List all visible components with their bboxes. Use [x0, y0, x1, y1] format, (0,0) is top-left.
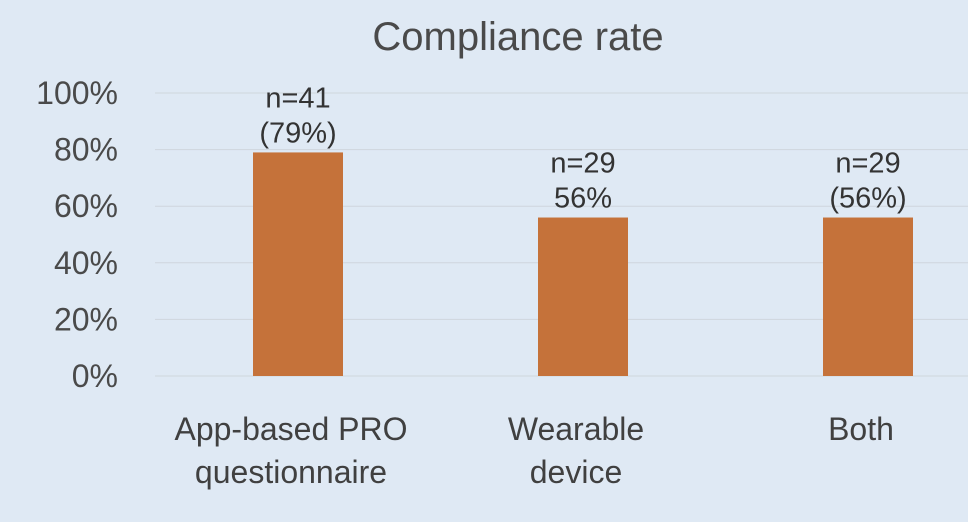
- y-tick-label: 20%: [54, 301, 118, 337]
- bar-3: [823, 217, 913, 376]
- bar-2: [538, 217, 628, 376]
- x-tick-label: Both: [828, 411, 894, 447]
- bar-1: [253, 152, 343, 376]
- data-label: 56%: [554, 183, 612, 215]
- y-tick-label: 0%: [72, 358, 118, 394]
- y-tick-label: 60%: [54, 188, 118, 224]
- x-tick-label: questionnaire: [195, 454, 387, 490]
- data-label: n=29: [835, 148, 900, 180]
- data-label: (56%): [829, 183, 906, 215]
- bars: [253, 152, 913, 376]
- y-axis-ticks: 0% 20% 40% 60% 80% 100%: [36, 75, 118, 394]
- y-tick-label: 80%: [54, 132, 118, 168]
- x-tick-label: App-based PRO: [174, 411, 407, 447]
- data-label: n=29: [550, 148, 615, 180]
- y-tick-label: 40%: [54, 245, 118, 281]
- x-tick-label: Wearable: [508, 411, 644, 447]
- data-label: n=41: [265, 82, 330, 114]
- data-label: (79%): [259, 117, 336, 149]
- x-tick-label: device: [530, 454, 623, 490]
- chart-title: Compliance rate: [372, 15, 663, 59]
- x-axis-ticks: App-based PRO questionnaire Wearable device…: [174, 411, 893, 490]
- y-tick-label: 100%: [36, 75, 118, 111]
